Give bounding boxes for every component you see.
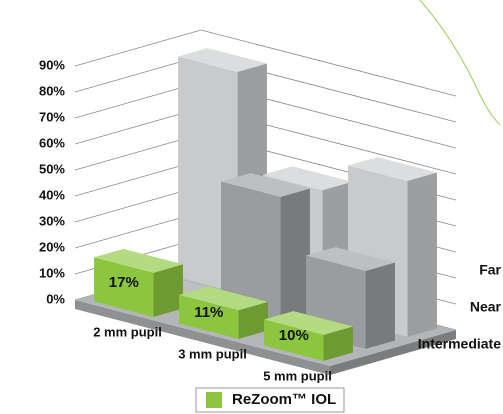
bar: 17%	[94, 248, 183, 317]
bar-top	[348, 157, 437, 181]
depth-label: Far	[479, 262, 501, 278]
bar-front	[221, 181, 281, 327]
depth-label: Intermediate	[418, 336, 501, 352]
bar-side	[407, 172, 437, 337]
y-tick-label: 60%	[39, 135, 65, 150]
floor-side	[330, 330, 456, 375]
grid-line	[200, 29, 457, 97]
bar-top	[221, 173, 310, 197]
legend-swatch	[206, 392, 222, 408]
y-tick-label: 80%	[39, 83, 65, 98]
value-label: 11%	[194, 304, 223, 321]
value-label: 17%	[109, 274, 139, 291]
y-tick-label: 40%	[39, 187, 65, 202]
bar-side	[280, 188, 310, 327]
floor-front	[75, 300, 330, 375]
bar-top	[178, 48, 267, 72]
bar-front	[179, 294, 239, 339]
bar-side	[365, 262, 395, 349]
bar-top	[306, 247, 395, 271]
bar-top	[264, 311, 353, 335]
y-tick-label: 20%	[39, 239, 65, 254]
y-tick-label: 10%	[39, 265, 65, 280]
y-tick-label: 0%	[46, 291, 65, 306]
bar-top	[263, 166, 352, 191]
bar-front	[94, 257, 154, 317]
bar-side	[153, 264, 183, 317]
x-tick-label: 5 mm pupil	[263, 368, 332, 383]
legend: ReZoom™ IOL	[195, 387, 345, 413]
bar: 11%	[179, 286, 268, 339]
bar-side	[238, 301, 268, 339]
bar-front	[264, 319, 324, 361]
bar	[221, 173, 310, 327]
x-tick-label: 3 mm pupil	[178, 346, 247, 361]
y-tick-label: 90%	[39, 57, 65, 72]
y-tick-label: 70%	[39, 109, 65, 124]
decor-curve	[419, 0, 501, 126]
value-label: 10%	[279, 327, 309, 344]
legend-label: ReZoom™ IOL	[232, 391, 336, 408]
bar: 10%	[264, 311, 353, 361]
depth-label: Near	[470, 299, 502, 315]
bar-top	[94, 248, 183, 273]
grid-line	[74, 29, 202, 67]
bar-top	[179, 286, 268, 311]
x-tick-label: 2 mm pupil	[93, 324, 162, 339]
y-tick-label: 30%	[39, 213, 65, 228]
bar-side	[323, 326, 353, 361]
y-tick-label: 50%	[39, 161, 65, 176]
